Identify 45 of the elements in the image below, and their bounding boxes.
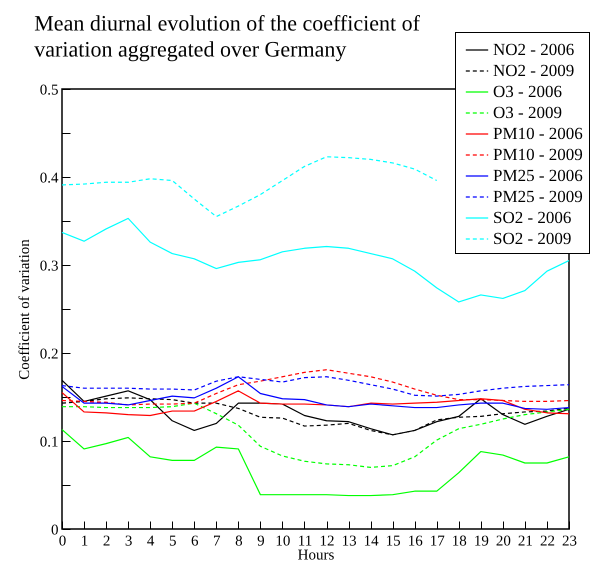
x-tick-label: 4 [146,534,155,550]
x-tick-label: 10 [275,534,290,550]
x-tick-label: 9 [257,534,265,550]
x-tick-label: 22 [540,534,555,550]
legend-label: PM25 - 2009 [493,187,583,206]
x-tick-label: 14 [364,534,380,550]
x-tick-label: 17 [430,534,446,550]
y-tick-label: 0.2 [40,346,58,362]
chart-title: Mean diurnal evolution of the coefficient of variation aggregated over Germany [34,10,421,62]
x-tick-label: 12 [320,534,335,550]
legend-label: SO2 - 2006 [493,208,572,227]
y-tick-label: 0.3 [40,258,58,274]
x-tick-label: 19 [474,534,489,550]
x-tick-label: 16 [408,534,424,550]
y-axis-title: Coefficient of variation [16,238,33,380]
legend-label: SO2 - 2009 [493,229,572,248]
x-tick-label: 7 [213,534,222,550]
x-axis-title: Hours [298,548,334,564]
legend-label: NO2 - 2009 [493,61,574,80]
y-tick-label: 0.1 [40,434,58,450]
x-tick-label: 8 [235,534,243,550]
legend-label: PM10 - 2006 [493,124,583,143]
line-series [61,402,570,468]
y-tick-label: 0 [51,522,58,538]
y-tick-label: 0.5 [40,82,58,98]
x-tick-label: 23 [562,534,577,550]
legend-label: O3 - 2006 [493,82,562,101]
x-tick-label: 11 [298,534,312,550]
legend-label: PM25 - 2006 [493,166,583,185]
x-tick-label: 21 [518,534,533,550]
y-tick-label: 0.4 [40,170,59,186]
legend-label: NO2 - 2006 [493,40,574,59]
x-tick-label: 15 [386,534,401,550]
x-tick-label: 13 [342,534,357,550]
legend-label: PM10 - 2009 [493,145,583,164]
x-tick-label: 18 [452,534,467,550]
x-tick-label: 3 [124,534,132,550]
x-tick-label: 1 [80,534,88,550]
legend-label: O3 - 2009 [493,103,562,122]
x-tick-label: 5 [168,534,176,550]
x-tick-label: 2 [102,534,110,550]
line-series [61,428,570,496]
x-tick-label: 20 [496,534,511,550]
line-series [61,156,438,218]
x-tick-label: 6 [191,534,200,550]
